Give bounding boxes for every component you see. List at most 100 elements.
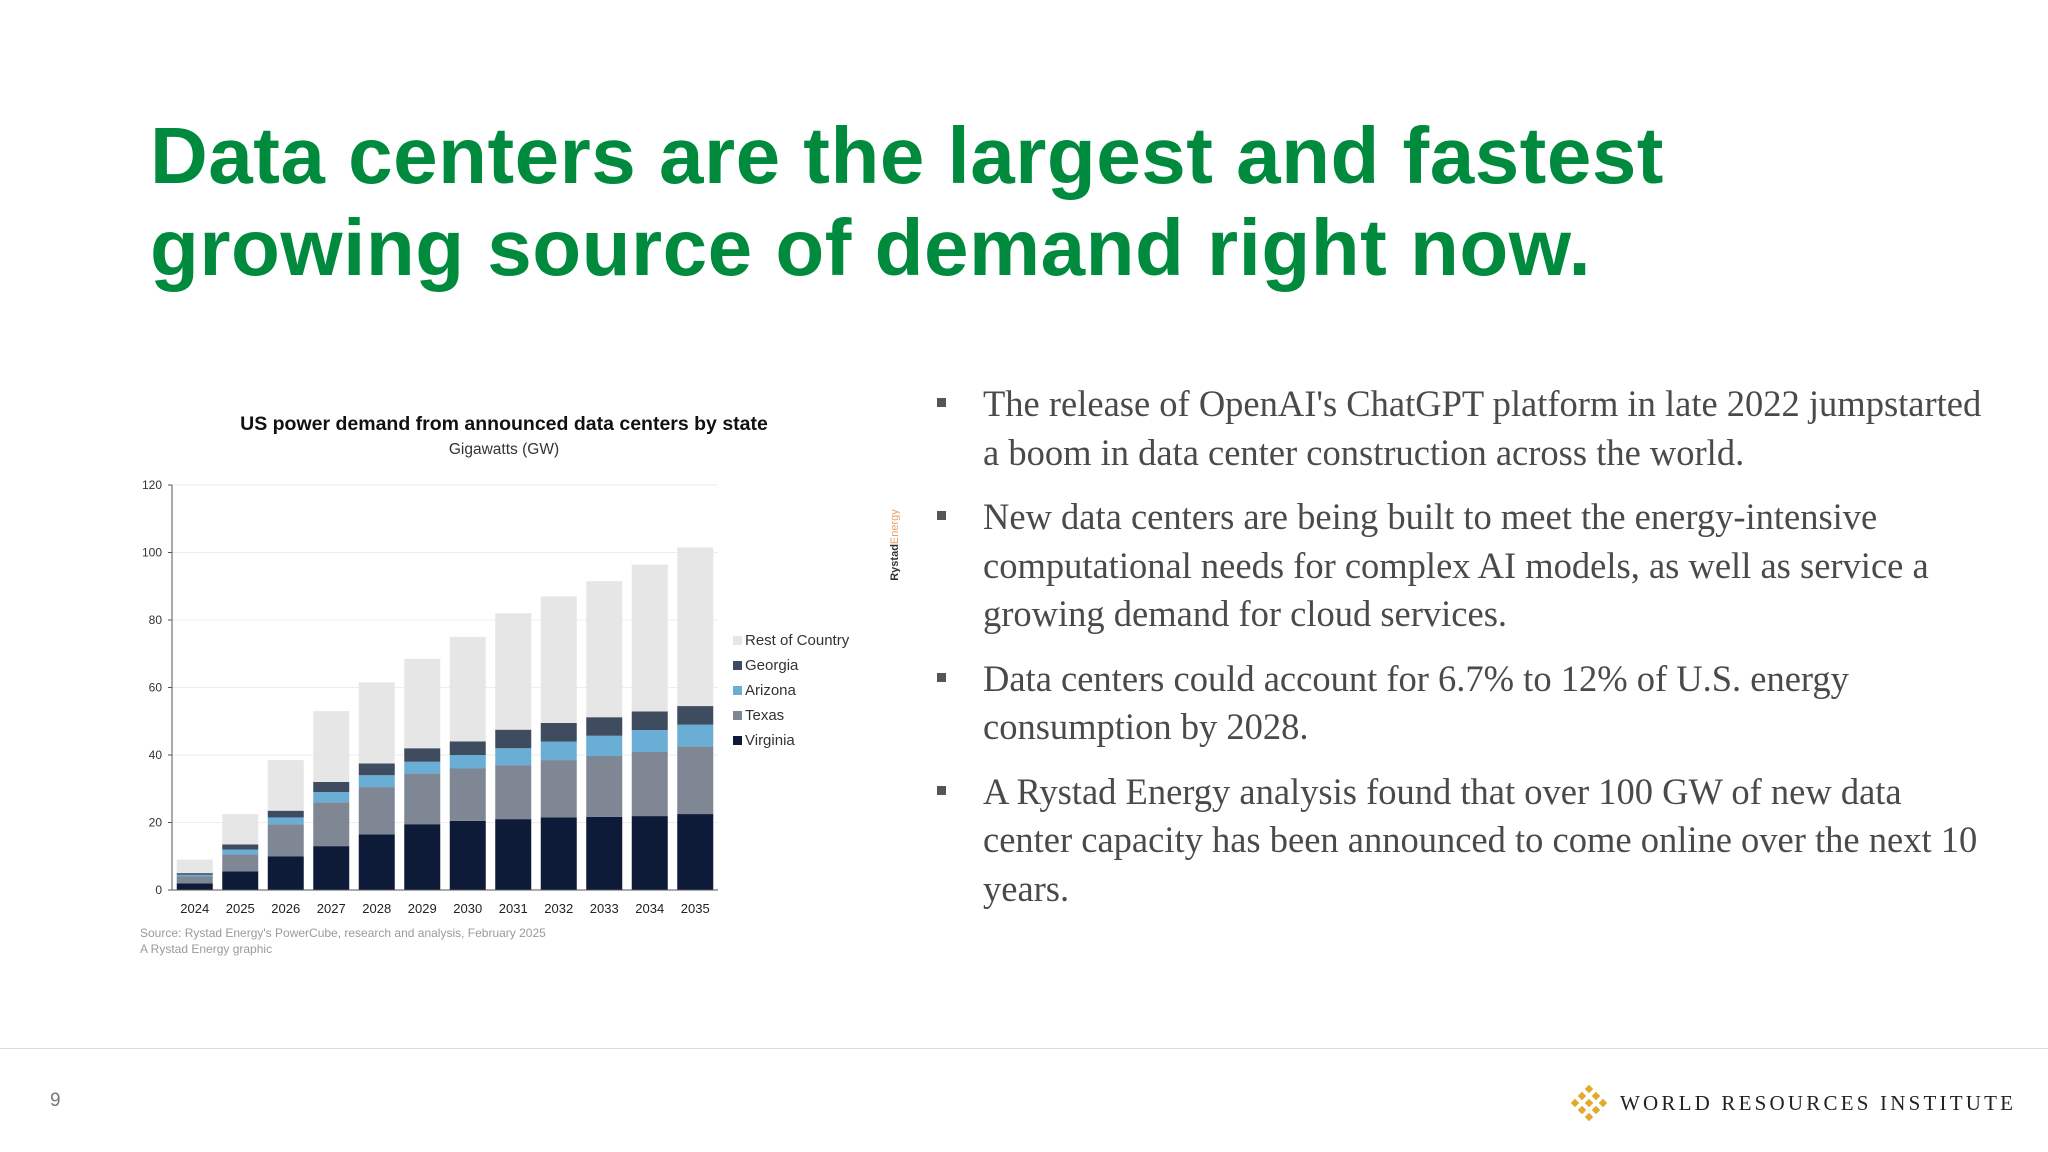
chart-source-line-1: Source: Rystad Energy's PowerCube, resea… (140, 926, 546, 940)
bar-segment-georgia (313, 782, 350, 793)
y-axis: 0 20 40 60 80 100 120 (142, 478, 173, 897)
bar-segment-virginia (449, 820, 486, 890)
x-tick-label: 2034 (635, 901, 664, 916)
bar-segment-virginia (540, 817, 577, 890)
footer-divider (0, 1048, 2048, 1049)
bar-segment-virginia (495, 819, 532, 890)
brand-rystad: Rystad (889, 544, 900, 581)
x-tick-label: 2035 (681, 901, 710, 916)
bar-segment-arizona (222, 849, 259, 855)
bar-segment-arizona (358, 775, 395, 788)
bullet-text: Data centers could account for 6.7% to 1… (983, 657, 1849, 748)
bar-segment-virginia (176, 883, 213, 890)
square-bullet-icon (937, 511, 946, 520)
bar-segment-texas (358, 787, 395, 835)
bar-segment-virginia (631, 816, 668, 890)
chart-bars (176, 547, 714, 890)
bar-segment-texas (404, 773, 441, 825)
square-bullet-icon (937, 785, 946, 795)
bar-segment-rest-of-country (586, 581, 623, 718)
bar-segment-georgia (677, 706, 714, 725)
bar-segment-texas (586, 756, 623, 817)
y-tick-label: 120 (142, 478, 162, 492)
rystad-brand-mark: RystadEnergy (889, 509, 900, 581)
legend-label: Texas (745, 707, 784, 724)
bar-segment-georgia (358, 763, 395, 776)
legend-label: Virginia (745, 732, 795, 749)
bar-segment-arizona (540, 741, 577, 761)
legend-swatch (733, 636, 742, 645)
bar-segment-texas (449, 768, 486, 821)
bar-segment-georgia (222, 844, 259, 850)
bar-segment-rest-of-country (222, 814, 259, 845)
bar-segment-rest-of-country (449, 636, 486, 742)
square-bullet-icon (937, 398, 946, 407)
legend-label: Georgia (745, 657, 799, 674)
bar-segment-arizona (631, 730, 668, 752)
x-tick-label: 2026 (271, 901, 300, 916)
bar-segment-rest-of-country (358, 682, 395, 764)
bullet-item: Data centers could account for 6.7% to 1… (935, 655, 1995, 752)
bar-segment-rest-of-country (495, 613, 532, 730)
legend-swatch (733, 661, 742, 670)
bar-segment-virginia (222, 871, 259, 890)
bar-segment-arizona (495, 748, 532, 766)
bar-segment-georgia (586, 717, 623, 736)
x-tick-label: 2033 (590, 901, 619, 916)
y-tick-label: 80 (149, 613, 163, 627)
chart-subtitle: Gigawatts (GW) (449, 441, 559, 458)
chart-svg: US power demand from announced data cent… (140, 413, 900, 956)
bar-segment-georgia (540, 722, 577, 742)
bullet-text: The release of OpenAI's ChatGPT platform… (983, 383, 1982, 473)
bullet-item: A Rystad Energy analysis found that over… (935, 768, 1995, 914)
logo-text: WORLD RESOURCES INSTITUTE (1620, 1090, 2017, 1115)
bar-segment-virginia (267, 856, 304, 890)
bar-segment-georgia (176, 873, 213, 875)
chart-legend: Rest of Country Georgia Arizona Texas Virgin… (733, 632, 850, 749)
wri-diamond-icon (1570, 1084, 1608, 1122)
bar-segment-arizona (176, 874, 213, 877)
bar-segment-georgia (449, 741, 486, 755)
bar-segment-texas (222, 854, 259, 872)
bar-segment-rest-of-country (631, 564, 668, 712)
slide-title: Data centers are the largest and fastest… (150, 110, 1750, 294)
brand-energy: Energy (889, 509, 900, 544)
x-tick-label: 2029 (408, 901, 437, 916)
wri-logo: WORLD RESOURCES INSTITUTE (1570, 1082, 2016, 1124)
legend-swatch (733, 711, 742, 720)
legend-swatch (733, 686, 742, 695)
bar-segment-texas (540, 760, 577, 818)
bar-segment-arizona (267, 817, 304, 825)
bar-segment-georgia (404, 748, 441, 762)
bar-segment-rest-of-country (176, 859, 213, 874)
y-tick-label: 40 (149, 748, 163, 762)
bar-segment-rest-of-country (404, 658, 441, 749)
bar-segment-georgia (267, 810, 304, 818)
legend-swatch (733, 736, 742, 745)
stacked-bar-chart: US power demand from announced data cent… (130, 395, 900, 975)
slide-title-line-1: Data centers are the largest and fastest (150, 111, 1664, 200)
bar-segment-arizona (449, 755, 486, 769)
bar-segment-virginia (586, 816, 623, 890)
bar-segment-rest-of-country (313, 711, 350, 782)
x-tick-label: 2028 (362, 901, 391, 916)
bar-segment-georgia (631, 711, 668, 731)
bar-segment-virginia (313, 846, 350, 890)
x-tick-label: 2024 (180, 901, 209, 916)
y-tick-label: 0 (155, 883, 162, 897)
bar-segment-georgia (495, 729, 532, 749)
x-tick-label: 2025 (226, 901, 255, 916)
bar-segment-rest-of-country (540, 596, 577, 723)
bar-segment-virginia (358, 834, 395, 890)
bar-segment-arizona (313, 792, 350, 803)
bar-segment-rest-of-country (677, 547, 714, 707)
bar-segment-rest-of-country (267, 760, 304, 811)
chart-gridlines (172, 484, 718, 891)
bar-segment-arizona (586, 735, 623, 757)
bar-segment-texas (631, 751, 668, 817)
y-tick-label: 60 (149, 681, 163, 695)
x-tick-label: 2031 (499, 901, 528, 916)
y-tick-label: 20 (149, 816, 163, 830)
svg-text:RystadEnergy: RystadEnergy (889, 509, 900, 581)
bar-segment-texas (495, 765, 532, 820)
